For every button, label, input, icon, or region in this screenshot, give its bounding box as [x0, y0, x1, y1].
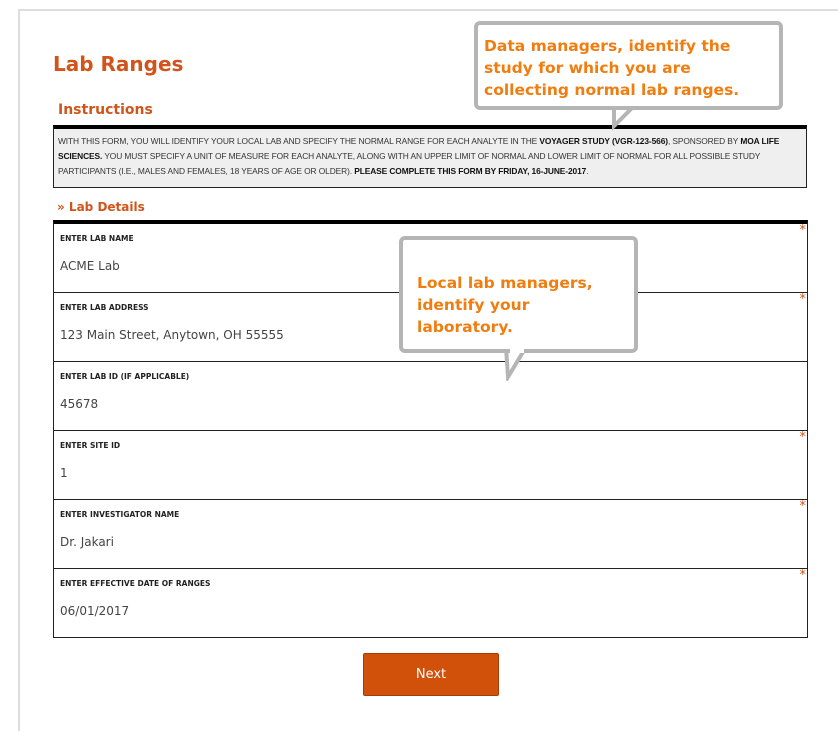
required-marker: *	[799, 292, 807, 307]
instr-text: .	[586, 166, 589, 176]
field-value[interactable]: 1	[60, 466, 68, 480]
next-button[interactable]: Next	[363, 653, 499, 696]
page-title: Lab Ranges	[53, 52, 184, 76]
required-marker: *	[799, 430, 807, 445]
required-marker: *	[799, 499, 807, 514]
field-effective-date[interactable]: ENTER EFFECTIVE DATE OF RANGES 06/01/2017…	[54, 568, 807, 637]
field-value[interactable]: 45678	[60, 397, 99, 411]
field-label: ENTER EFFECTIVE DATE OF RANGES	[60, 579, 211, 588]
field-investigator-name[interactable]: ENTER INVESTIGATOR NAME Dr. Jakari *	[54, 499, 807, 569]
field-label: ENTER SITE ID	[60, 441, 121, 450]
lab-details-form: ENTER LAB NAME ACME Lab * ENTER LAB ADDRES…	[53, 220, 808, 638]
callout-data-managers: Data managers, identify the study for wh…	[474, 21, 783, 110]
instr-bold: MOA LIFE SCIENCES.	[58, 136, 780, 161]
field-label: ENTER INVESTIGATOR NAME	[60, 510, 180, 519]
instructions-heading: Instructions	[58, 102, 153, 118]
field-label: ENTER LAB ADDRESS	[60, 303, 149, 312]
instr-text: , SPONSORED BY	[667, 136, 741, 146]
field-value[interactable]: 06/01/2017	[60, 604, 130, 618]
tail-mask	[510, 348, 524, 353]
field-value[interactable]: 123 Main Street, Anytown, OH 55555	[60, 328, 284, 342]
field-lab-address[interactable]: ENTER LAB ADDRESS 123 Main Street, Anytow…	[54, 292, 807, 362]
required-marker: *	[799, 568, 807, 583]
instr-bold: VOYAGER STUDY (VGR-123-566)	[539, 136, 668, 146]
required-marker: *	[799, 223, 807, 238]
field-label: ENTER LAB NAME	[60, 234, 134, 243]
instr-bold: PLEASE COMPLETE THIS FORM BY FRIDAY, 16-…	[354, 166, 587, 176]
callout-tail	[503, 347, 529, 381]
field-label: ENTER LAB ID (IF APPLICABLE)	[60, 372, 190, 381]
section-title: » Lab Details	[57, 200, 145, 214]
field-lab-id[interactable]: ENTER LAB ID (IF APPLICABLE) 45678	[54, 362, 807, 431]
instr-text: WITH THIS FORM, YOU WILL IDENTIFY YOUR L…	[58, 136, 540, 146]
field-value[interactable]: Dr. Jakari	[60, 535, 114, 549]
field-value[interactable]: ACME Lab	[60, 259, 120, 273]
instr-text: YOU MUST SPECIFY A UNIT OF MEASURE FOR E…	[58, 151, 761, 176]
instructions-box: WITH THIS FORM, YOU WILL IDENTIFY YOUR L…	[53, 125, 807, 188]
callout-lab-managers: Local lab managers, identify your labora…	[399, 236, 638, 353]
field-site-id[interactable]: ENTER SITE ID 1 *	[54, 430, 807, 500]
